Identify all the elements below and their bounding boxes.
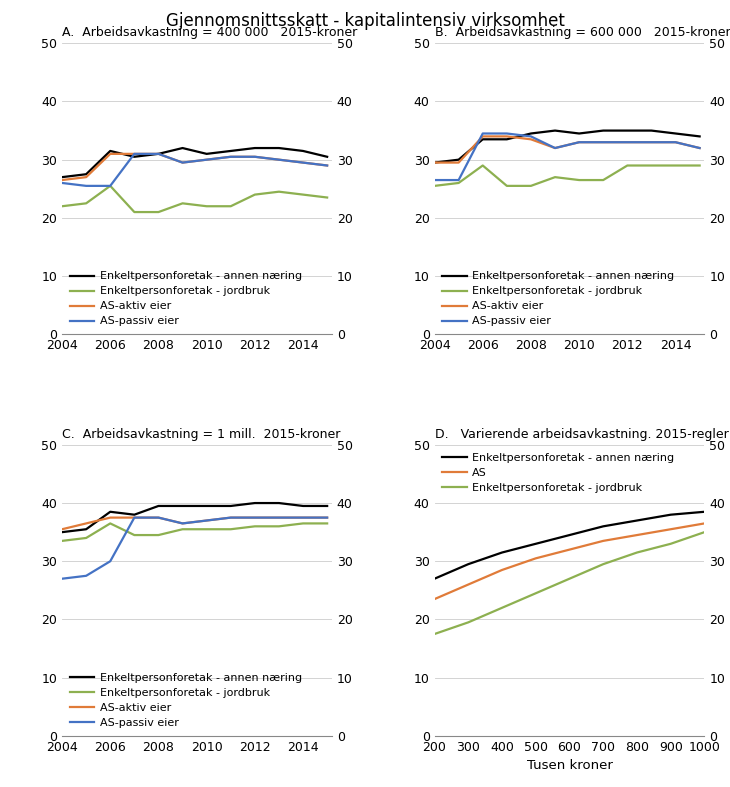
Text: B.  Arbeidsavkastning = 600 000   2015-kroner: B. Arbeidsavkastning = 600 000 2015-kron… bbox=[434, 26, 730, 39]
Text: Gjennomsnittsskatt - kapitalintensiv virksomhet: Gjennomsnittsskatt - kapitalintensiv vir… bbox=[166, 12, 564, 30]
Text: D.   Varierende arbeidsavkastning. 2015-regler: D. Varierende arbeidsavkastning. 2015-re… bbox=[434, 428, 729, 441]
Legend: Enkeltpersonforetak - annen næring, Enkeltpersonforetak - jordbruk, AS-aktiv eie: Enkeltpersonforetak - annen næring, Enke… bbox=[68, 269, 304, 329]
Text: A.  Arbeidsavkastning = 400 000   2015-kroner: A. Arbeidsavkastning = 400 000 2015-kron… bbox=[62, 26, 357, 39]
Legend: Enkeltpersonforetak - annen næring, Enkeltpersonforetak - jordbruk, AS-aktiv eie: Enkeltpersonforetak - annen næring, Enke… bbox=[68, 671, 304, 730]
Legend: Enkeltpersonforetak - annen næring, Enkeltpersonforetak - jordbruk, AS-aktiv eie: Enkeltpersonforetak - annen næring, Enke… bbox=[440, 269, 677, 329]
Text: C.  Arbeidsavkastning = 1 mill.  2015-kroner: C. Arbeidsavkastning = 1 mill. 2015-kron… bbox=[62, 428, 340, 441]
X-axis label: Tusen kroner: Tusen kroner bbox=[526, 759, 612, 772]
Legend: Enkeltpersonforetak - annen næring, AS, Enkeltpersonforetak - jordbruk: Enkeltpersonforetak - annen næring, AS, … bbox=[440, 450, 677, 495]
